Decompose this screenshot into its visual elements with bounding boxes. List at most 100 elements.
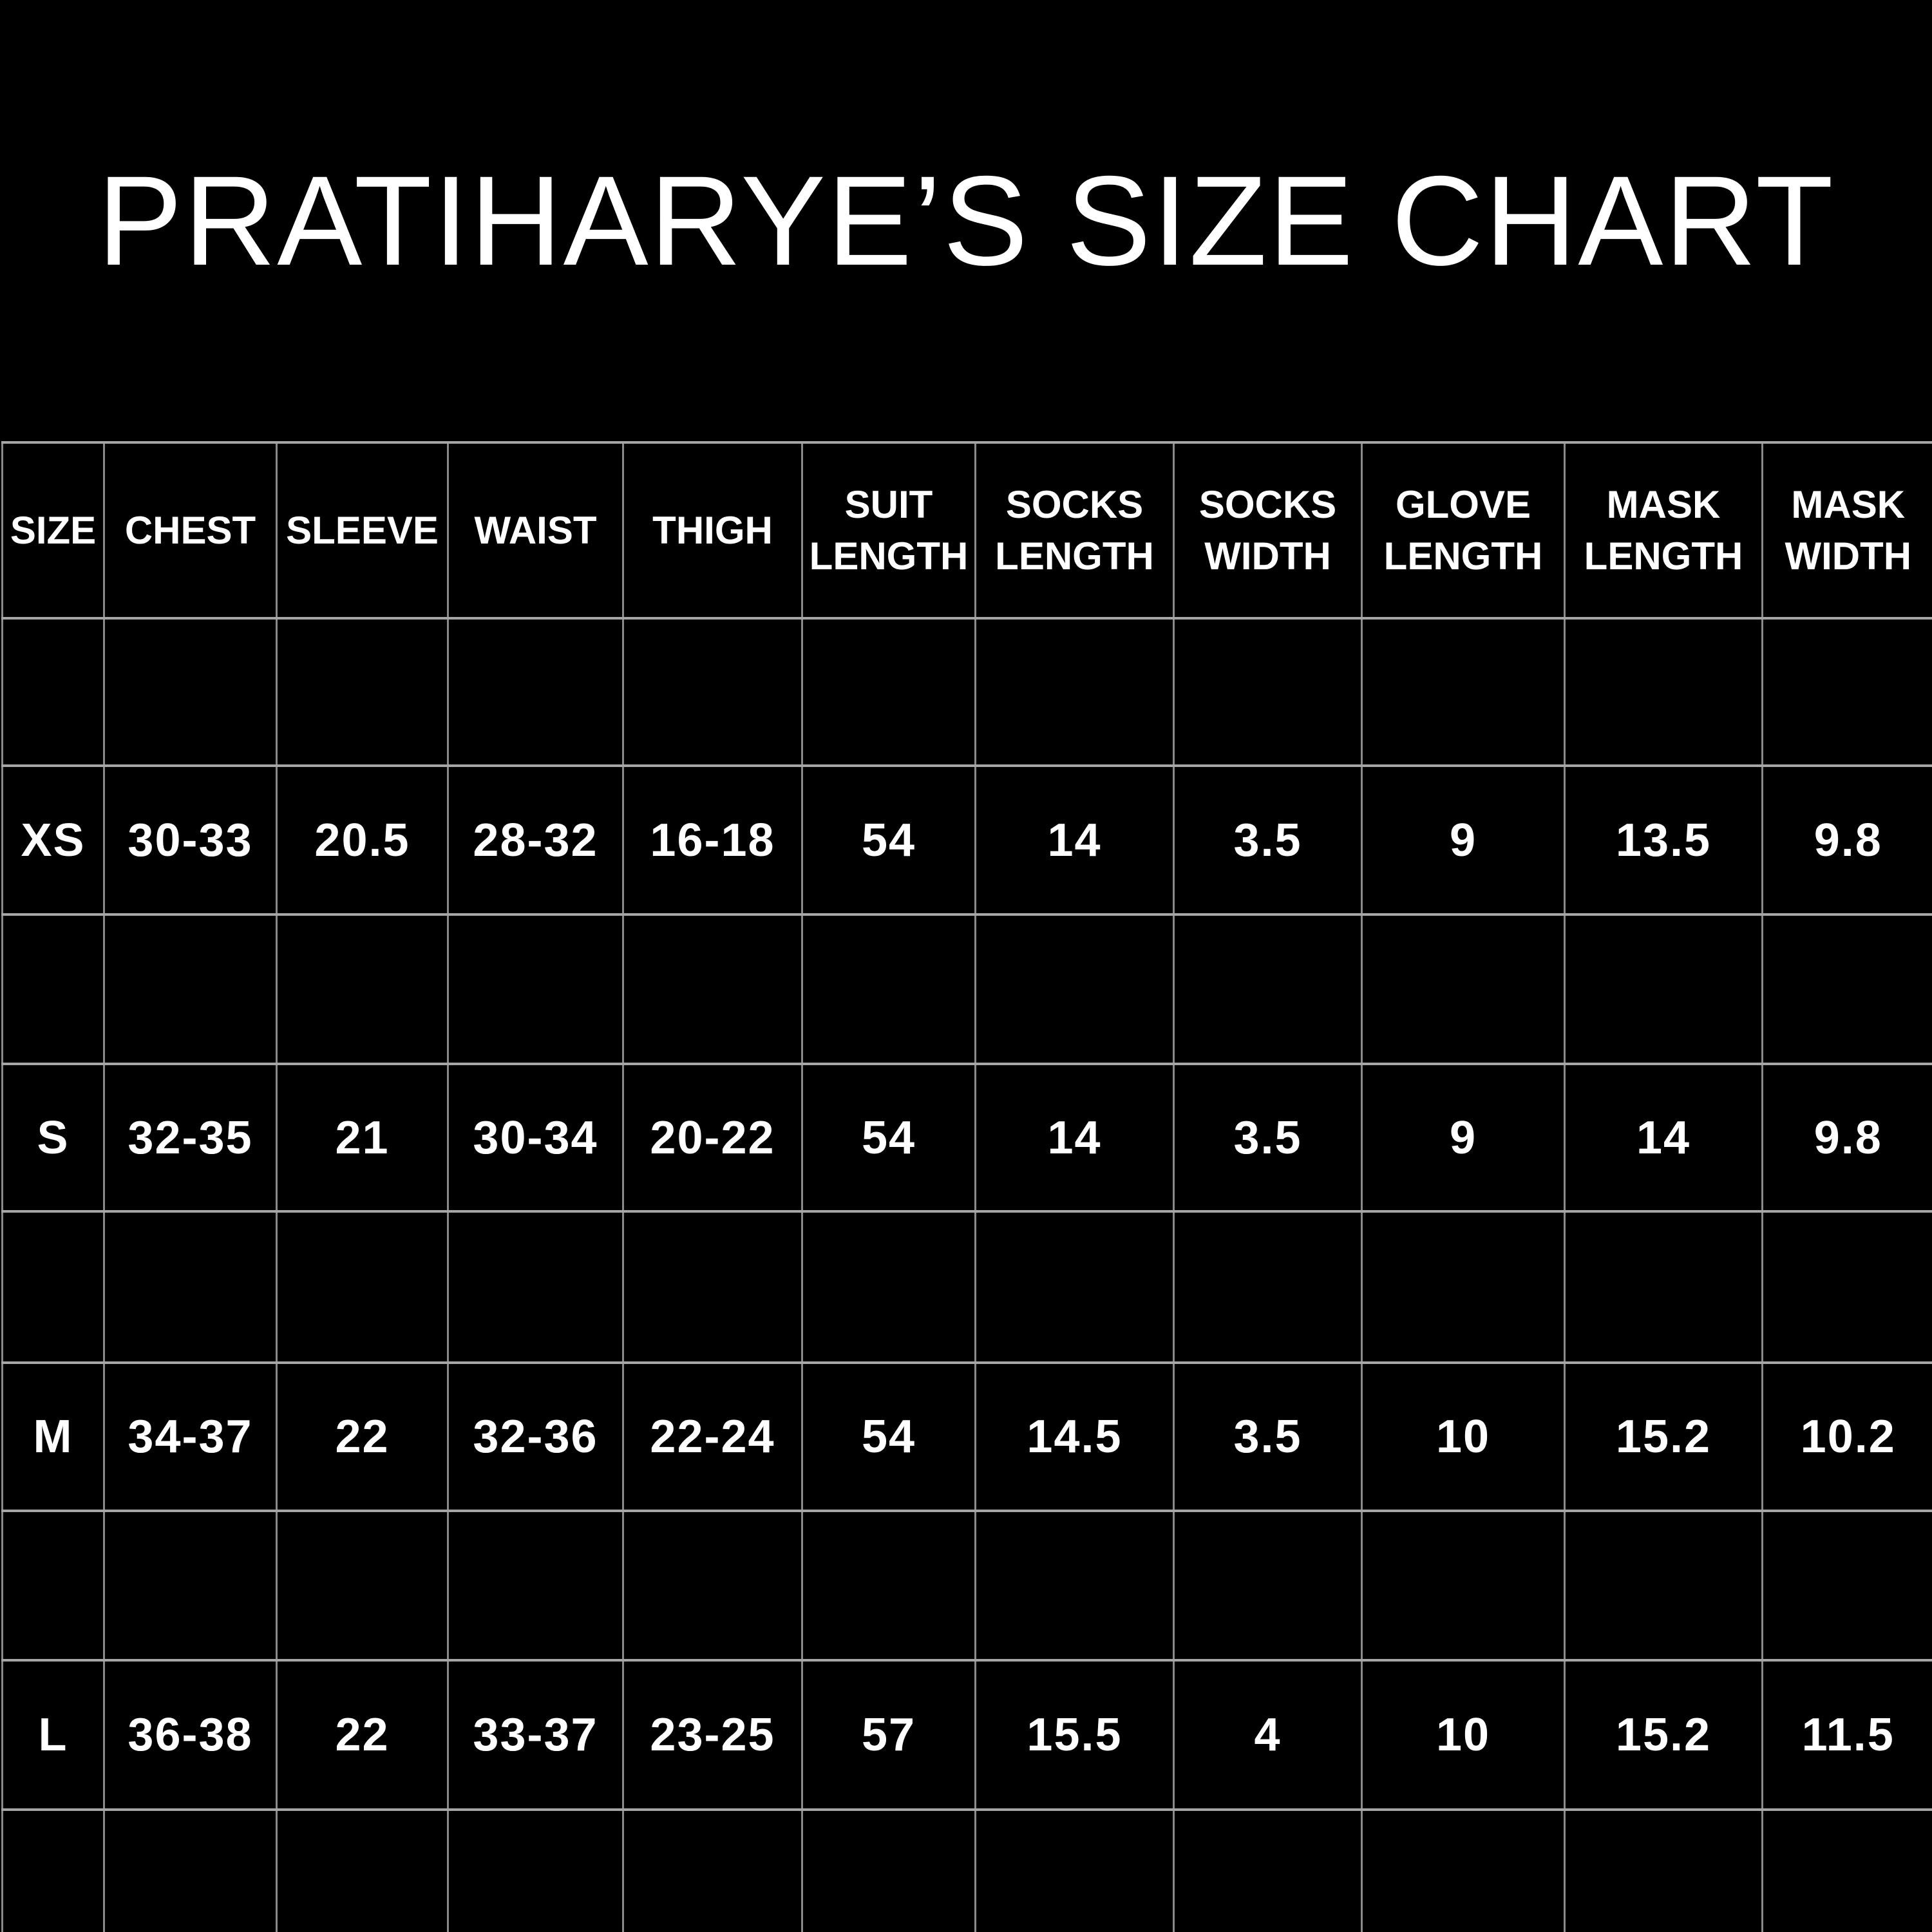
- empty-cell: [1361, 1211, 1566, 1364]
- header-cell-chest: CHEST: [104, 442, 278, 620]
- value-cell: 57: [802, 1660, 976, 1811]
- empty-cell: [276, 1511, 449, 1662]
- value-cell: 22: [276, 1363, 449, 1512]
- value-cell: 10.2: [1762, 1363, 1932, 1512]
- empty-cell: [1564, 914, 1763, 1065]
- empty-cell: [448, 1810, 624, 1932]
- header-cell-suit-length: SUIT LENGTH: [802, 442, 976, 620]
- empty-cell: [623, 1211, 803, 1364]
- empty-cell: [1361, 1511, 1566, 1662]
- table-row-s: S 32-35 21 30-34 20-22 54 14 3.5 9 14 9.…: [2, 1064, 1932, 1213]
- empty-cell: [802, 1211, 976, 1364]
- value-cell: 14: [1564, 1064, 1763, 1213]
- empty-cell: [1762, 914, 1932, 1065]
- size-cell: XS: [2, 766, 105, 916]
- empty-cell: [623, 914, 803, 1065]
- value-cell: 3.5: [1173, 1363, 1363, 1512]
- value-cell: 14.5: [975, 1363, 1175, 1512]
- value-cell: 4: [1173, 1660, 1363, 1811]
- empty-cell: [448, 1211, 624, 1364]
- empty-cell: [1173, 1211, 1363, 1364]
- size-cell: L: [2, 1660, 105, 1811]
- value-cell: 54: [802, 1064, 976, 1213]
- empty-cell: [802, 914, 976, 1065]
- value-cell: 9.8: [1762, 766, 1932, 916]
- value-cell: 34-37: [104, 1363, 278, 1512]
- empty-cell: [2, 1810, 105, 1932]
- value-cell: 28-32: [448, 766, 624, 916]
- value-cell: 9.8: [1762, 1064, 1932, 1213]
- empty-cell: [623, 1511, 803, 1662]
- empty-cell: [975, 1211, 1175, 1364]
- empty-cell: [2, 1511, 105, 1662]
- value-cell: 33-37: [448, 1660, 624, 1811]
- value-cell: 11.5: [1762, 1660, 1932, 1811]
- empty-cell: [448, 618, 624, 767]
- empty-cell: [1564, 1211, 1763, 1364]
- value-cell: 15.2: [1564, 1660, 1763, 1811]
- size-cell: M: [2, 1363, 105, 1512]
- spacer-row: [2, 1511, 1932, 1662]
- empty-cell: [1173, 914, 1363, 1065]
- empty-cell: [104, 1810, 278, 1932]
- value-cell: 13.5: [1564, 766, 1763, 916]
- empty-cell: [1763, 1810, 1932, 1932]
- empty-cell: [975, 914, 1175, 1065]
- header-cell-mask-length: MASK LENGTH: [1564, 442, 1763, 620]
- empty-cell: [623, 618, 803, 767]
- value-cell: 10: [1361, 1660, 1566, 1811]
- size-cell: S: [2, 1064, 105, 1213]
- value-cell: 3.5: [1173, 1064, 1363, 1213]
- value-cell: 16-18: [623, 766, 803, 916]
- empty-cell: [1762, 1511, 1932, 1662]
- empty-cell: [2, 914, 105, 1065]
- empty-cell: [975, 1511, 1175, 1662]
- header-cell-mask-width: MASK WIDTH: [1762, 442, 1932, 620]
- value-cell: 32-35: [104, 1064, 278, 1213]
- spacer-row: [2, 914, 1932, 1065]
- empty-cell: [1173, 1810, 1363, 1932]
- table-row-m: M 34-37 22 32-36 22-24 54 14.5 3.5 10 15…: [2, 1363, 1932, 1512]
- empty-cell: [1361, 618, 1566, 767]
- empty-cell: [1361, 1810, 1566, 1932]
- value-cell: 21: [276, 1064, 449, 1213]
- header-cell-glove-length: GLOVE LENGTH: [1361, 442, 1566, 620]
- empty-cell: [1173, 618, 1363, 767]
- empty-cell: [1762, 618, 1932, 767]
- empty-cell: [623, 1810, 803, 1932]
- empty-cell: [276, 914, 449, 1065]
- header-cell-socks-width: SOCKS WIDTH: [1173, 442, 1363, 620]
- empty-cell: [104, 1511, 278, 1662]
- value-cell: 15.2: [1564, 1363, 1763, 1512]
- empty-cell: [104, 914, 278, 1065]
- value-cell: 36-38: [104, 1660, 278, 1811]
- header-row: SIZE CHEST SLEEVE WAIST THIGH SUIT LENGT…: [2, 442, 1932, 620]
- value-cell: 32-36: [448, 1363, 624, 1512]
- header-cell-waist: WAIST: [448, 442, 624, 620]
- value-cell: 30-34: [448, 1064, 624, 1213]
- empty-cell: [802, 618, 976, 767]
- empty-cell: [1173, 1511, 1363, 1662]
- empty-cell: [276, 1810, 449, 1932]
- empty-cell: [1762, 1211, 1932, 1364]
- empty-cell: [1564, 1810, 1763, 1932]
- empty-cell: [448, 1511, 624, 1662]
- value-cell: 10: [1361, 1363, 1566, 1512]
- empty-cell: [1361, 914, 1566, 1065]
- empty-cell: [2, 1211, 105, 1364]
- value-cell: 54: [802, 1363, 976, 1512]
- value-cell: 22-24: [623, 1363, 803, 1512]
- value-cell: 23-25: [623, 1660, 803, 1811]
- value-cell: 54: [802, 766, 976, 916]
- empty-cell: [802, 1810, 976, 1932]
- empty-cell: [802, 1511, 976, 1662]
- value-cell: 14: [975, 766, 1175, 916]
- value-cell: 3.5: [1173, 766, 1363, 916]
- value-cell: 20.5: [276, 766, 449, 916]
- value-cell: 20-22: [623, 1064, 803, 1213]
- value-cell: 9: [1361, 766, 1566, 916]
- empty-cell: [1564, 1511, 1763, 1662]
- page-title: PRATIHARYE’S SIZE CHART: [97, 149, 1835, 292]
- spacer-row: [2, 618, 1932, 767]
